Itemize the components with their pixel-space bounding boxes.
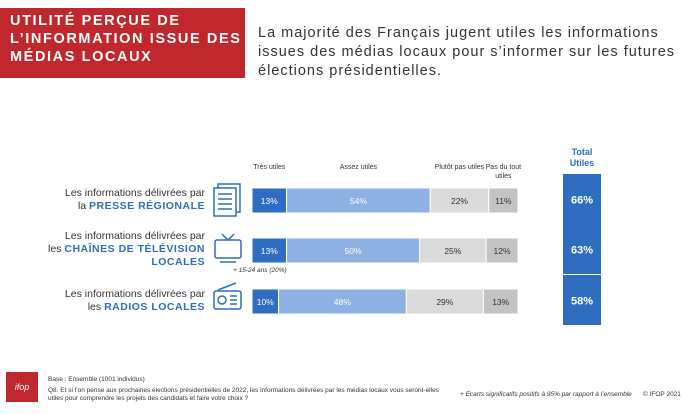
value-label: 48%	[334, 297, 351, 307]
total-label: 58%	[571, 295, 593, 307]
total-header: Total Utiles	[569, 147, 595, 168]
row-label: Les informations délivrées par la PRESSE …	[40, 187, 205, 213]
value-label: 29%	[436, 297, 453, 307]
total-box	[563, 174, 601, 224]
row-label-name: CHAÎNES DE TÉLÉVISION LOCALES	[64, 242, 205, 268]
value-label: 22%	[451, 196, 468, 206]
total-box	[563, 224, 601, 274]
value-label: 54%	[350, 196, 367, 206]
footnote: + Ecarts significatifs positifs à 95% pa…	[460, 391, 632, 398]
question: Q8. Et si l’on pense aux prochaines élec…	[48, 387, 439, 402]
subtitle: La majorité des Français jugent utiles l…	[258, 25, 676, 79]
value-label: 13%	[261, 196, 278, 206]
bar-segment	[251, 187, 288, 214]
row-label-line: Les informations délivrées par	[64, 287, 205, 300]
legend-label: Plutôt pas utiles	[434, 164, 485, 171]
row-label-article: la	[77, 199, 87, 212]
legend-label: Pas du tout utiles	[485, 164, 522, 180]
base: Base : Ensemble (1001 individus)	[48, 376, 145, 383]
logo: ifop	[6, 372, 38, 402]
total-label: 63%	[571, 244, 593, 256]
row-label: Les informations délivrées par les RADIOS…	[40, 288, 205, 314]
copyright: © IFOP 2021	[643, 391, 681, 398]
tv-icon	[214, 233, 242, 263]
total-box	[563, 275, 601, 325]
row-label-article: les	[87, 300, 102, 313]
total-label: 66%	[571, 194, 593, 206]
bar-segment	[251, 237, 288, 264]
title: UTILITÉ PERÇUE DE L’INFORMATION ISSUE DE…	[10, 13, 242, 65]
value-label: 50%	[345, 246, 362, 256]
bar-segment	[485, 237, 519, 264]
radio-icon	[213, 282, 242, 310]
value-label: 10%	[257, 297, 274, 307]
row-label-line: Les informations délivrées par	[64, 229, 205, 242]
value-label: 13%	[261, 246, 278, 256]
bar-segment	[488, 187, 519, 214]
value-label: 11%	[495, 196, 512, 206]
bar-segment	[286, 187, 431, 214]
title-box	[0, 8, 245, 78]
row-label-name: RADIOS LOCALES	[104, 300, 205, 313]
annotation: + 15-24 ans (20%)	[233, 267, 287, 274]
legend-label: Très utiles	[253, 164, 286, 171]
bar-segment	[286, 237, 421, 264]
row-label-line: Les informations délivrées par	[64, 186, 205, 199]
value-label: 12%	[494, 246, 511, 256]
row-label-article: les	[48, 242, 62, 255]
bar-segment	[482, 288, 519, 315]
value-label: 13%	[492, 297, 509, 307]
newspaper-icon	[213, 183, 241, 217]
row-label-name: PRESSE RÉGIONALE	[89, 199, 205, 212]
value-label: 25%	[444, 246, 461, 256]
legend-label: Assez utiles	[339, 164, 378, 171]
row-label: Les informations délivrées par les CHAÎNE…	[40, 230, 205, 269]
